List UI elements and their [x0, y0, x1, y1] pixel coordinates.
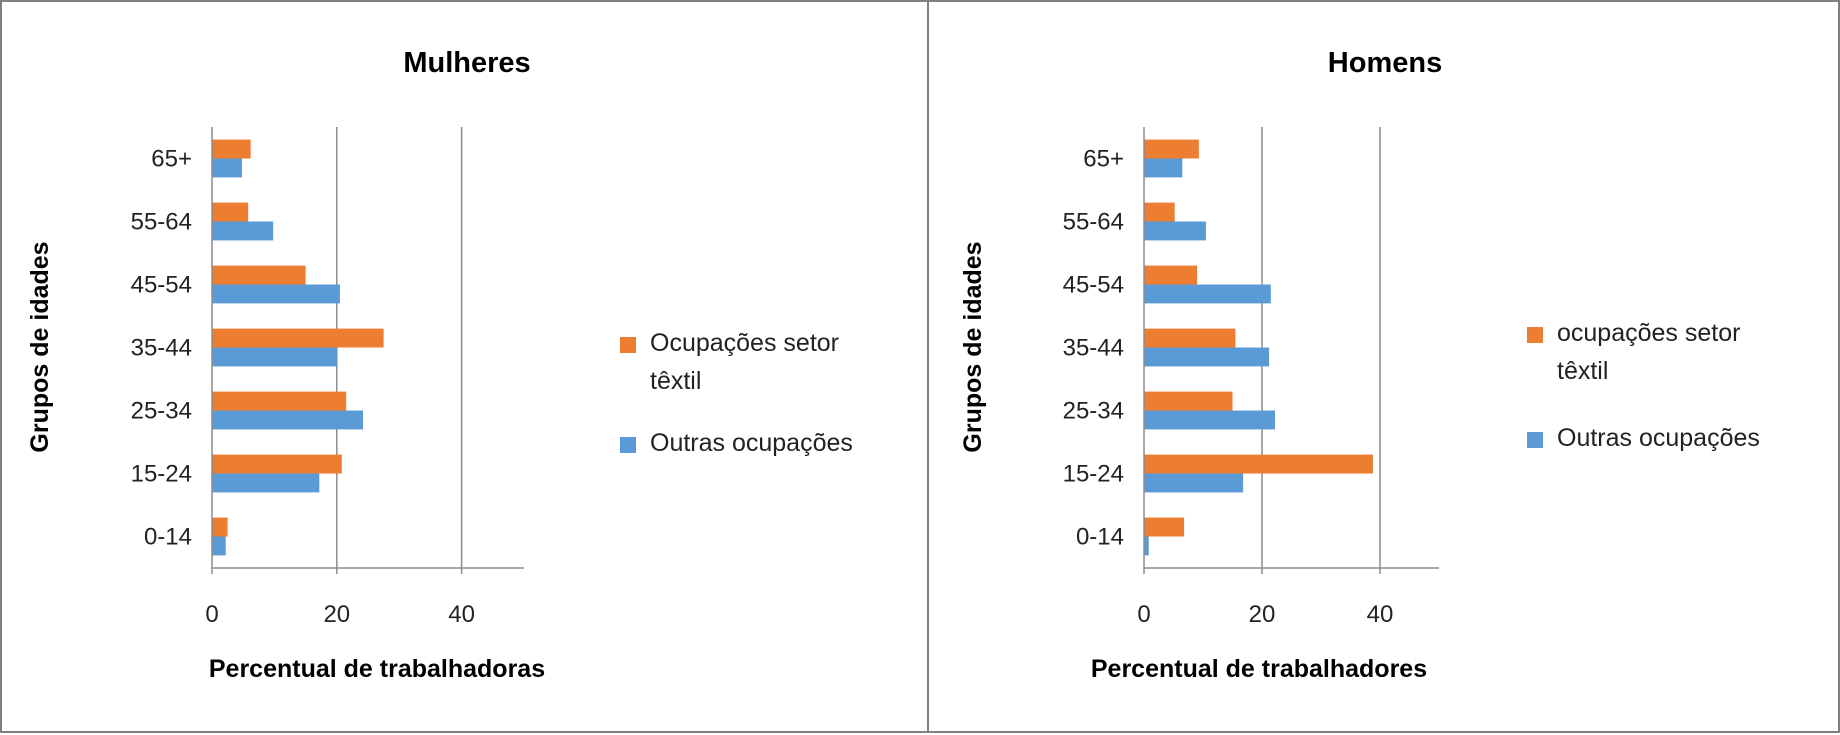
legend-label-other: Outras ocupações — [650, 429, 853, 457]
bar-other-35-44 — [212, 347, 337, 367]
bar-other-65+ — [1144, 158, 1183, 178]
chart-panel-men: 0-14 15-24 25-34 35-44 45-54 55-64 65+ 0 20 40 Hom… — [927, 0, 1840, 733]
category-label: 0-14 — [1076, 524, 1124, 551]
bar-textile-15-24 — [1144, 454, 1373, 474]
category-label: 25-34 — [1063, 398, 1124, 425]
x-tick-label: 0 — [205, 601, 218, 628]
category-label: 55-64 — [131, 209, 192, 236]
category-label: 65+ — [151, 146, 192, 173]
legend-swatch-textile — [620, 337, 636, 353]
chart-women-svg: 0-14 15-24 25-34 35-44 45-54 55-64 65+ 0 20 40 Mul… — [26, 47, 853, 683]
category-label: 15-24 — [1063, 461, 1124, 488]
legend-label-textile: têxtil — [1557, 357, 1608, 385]
category-label: 0-14 — [144, 524, 192, 551]
bar-textile-35-44 — [1144, 328, 1236, 348]
bar-other-45-54 — [212, 284, 340, 304]
category-label: 25-34 — [131, 398, 192, 425]
bar-textile-0-14 — [1144, 517, 1185, 537]
x-tick-label: 40 — [1367, 601, 1394, 628]
category-label: 35-44 — [131, 335, 192, 362]
bar-textile-55-64 — [1144, 202, 1175, 222]
bar-other-35-44 — [1144, 347, 1270, 367]
y-axis-label: Grupos de idades — [959, 241, 987, 452]
bar-textile-45-54 — [1144, 265, 1198, 285]
chart-panel-women: 0-14 15-24 25-34 35-44 45-54 55-64 65+ 0 20 40 Mul… — [0, 0, 929, 733]
chart-title: Homens — [1328, 47, 1442, 79]
bar-other-0-14 — [1144, 536, 1149, 556]
category-label: 15-24 — [131, 461, 192, 488]
category-label: 55-64 — [1063, 209, 1124, 236]
bar-other-15-24 — [1144, 473, 1244, 493]
x-tick-label: 20 — [323, 601, 350, 628]
bar-other-55-64 — [1144, 221, 1206, 241]
bar-textile-25-34 — [1144, 391, 1233, 411]
bar-textile-55-64 — [212, 202, 249, 222]
bar-textile-35-44 — [212, 328, 384, 348]
x-axis-label: Percentual de trabalhadores — [1091, 655, 1427, 683]
x-axis-label: Percentual de trabalhadoras — [209, 655, 545, 683]
bar-textile-0-14 — [212, 517, 228, 537]
category-label: 45-54 — [1063, 272, 1124, 299]
bar-other-15-24 — [212, 473, 320, 493]
x-tick-label: 20 — [1249, 601, 1276, 628]
category-label: 35-44 — [1063, 335, 1124, 362]
legend-label-textile: têxtil — [650, 367, 701, 395]
bar-other-25-34 — [212, 410, 364, 430]
legend-swatch-textile — [1527, 327, 1543, 343]
x-tick-label: 40 — [448, 601, 475, 628]
bar-textile-65+ — [212, 139, 251, 159]
bar-textile-25-34 — [212, 391, 347, 411]
bar-textile-15-24 — [212, 454, 342, 474]
bar-textile-45-54 — [212, 265, 306, 285]
legend-swatch-other — [620, 437, 636, 453]
y-axis-label: Grupos de idades — [26, 241, 54, 452]
bar-textile-65+ — [1144, 139, 1199, 159]
category-label: 65+ — [1083, 146, 1124, 173]
bar-other-65+ — [212, 158, 242, 178]
bar-other-55-64 — [212, 221, 274, 241]
bar-other-25-34 — [1144, 410, 1275, 430]
legend-label-textile: ocupações setor — [1557, 319, 1740, 347]
bar-other-45-54 — [1144, 284, 1271, 304]
chart-title: Mulheres — [403, 47, 530, 79]
legend-label-textile: Ocupações setor — [650, 329, 839, 357]
x-tick-label: 0 — [1137, 601, 1150, 628]
legend-swatch-other — [1527, 432, 1543, 448]
bar-other-0-14 — [212, 536, 226, 556]
chart-men-svg: 0-14 15-24 25-34 35-44 45-54 55-64 65+ 0 20 40 Hom… — [959, 47, 1760, 683]
legend-label-other: Outras ocupações — [1557, 424, 1760, 452]
category-label: 45-54 — [131, 272, 192, 299]
